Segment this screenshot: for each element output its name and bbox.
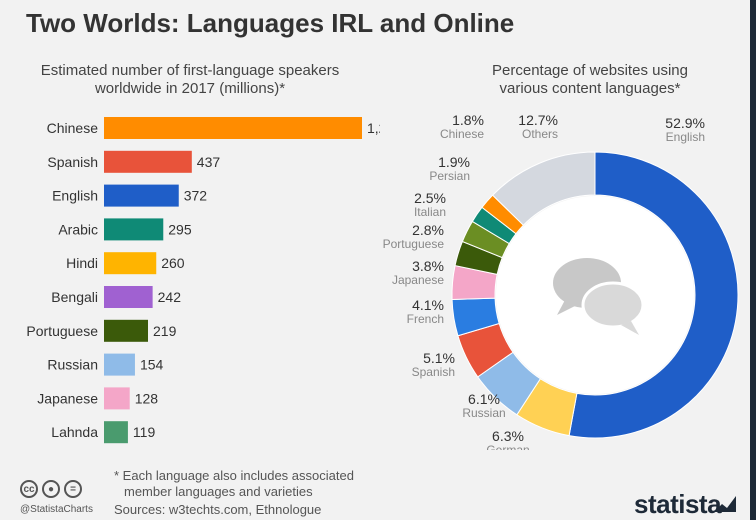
bar-value-label: 242 xyxy=(158,289,182,305)
page-title: Two Worlds: Languages IRL and Online xyxy=(26,8,515,38)
sources: Sources: w3techts.com, Ethnologue xyxy=(114,502,322,517)
bar xyxy=(104,218,164,241)
slice-value-label: 3.8% xyxy=(412,258,444,274)
bar-chart-subtitle: Estimated number of first-language speak… xyxy=(20,62,360,98)
bar-category-label: Chinese xyxy=(47,120,99,136)
statista-logo: statista xyxy=(634,489,722,519)
bar-value-label: 260 xyxy=(161,255,185,271)
slice-name-label: Japanese xyxy=(392,273,444,287)
bar xyxy=(104,117,362,139)
by-icon: ● xyxy=(42,480,60,498)
slice-value-label: 1.8% xyxy=(452,112,484,128)
bar-category-label: Japanese xyxy=(37,390,98,406)
slice-name-label: Russian xyxy=(462,406,505,420)
bar-category-label: Lahnda xyxy=(51,424,98,440)
slice-value-label: 4.1% xyxy=(412,297,444,313)
bar-category-label: Spanish xyxy=(47,154,98,170)
twitter-handle: @StatistaCharts xyxy=(20,504,93,515)
bar-subtitle-line-2: worldwide in 2017 (millions)* xyxy=(94,80,286,97)
bar-value-label: 437 xyxy=(197,154,221,170)
slice-name-label: Chinese xyxy=(440,127,484,141)
slice-name-label: Others xyxy=(522,127,558,141)
slice-name-label: French xyxy=(407,312,444,326)
bar xyxy=(104,150,192,173)
nd-icon: = xyxy=(64,480,82,498)
slice-value-label: 1.9% xyxy=(438,154,470,170)
bar-value-label: 372 xyxy=(184,188,208,204)
donut-slice xyxy=(491,151,596,226)
slice-name-label: Spanish xyxy=(412,365,455,379)
bar-value-label: 219 xyxy=(153,323,177,339)
bar xyxy=(104,421,128,444)
slice-name-label: Persian xyxy=(429,169,470,183)
bar xyxy=(104,184,179,207)
bar xyxy=(104,319,149,342)
slice-value-label: 2.8% xyxy=(412,222,444,238)
bar-category-label: Hindi xyxy=(66,255,98,271)
slice-name-label: Portuguese xyxy=(383,237,445,251)
bar xyxy=(104,252,157,275)
slice-value-label: 6.3% xyxy=(492,428,524,444)
donut-subtitle-line-1: Percentage of websites using xyxy=(492,62,688,79)
bar-category-label: Bengali xyxy=(51,289,98,305)
bar-subtitle-line-1: Estimated number of first-language speak… xyxy=(40,62,340,79)
donut-chart-subtitle: Percentage of websites using various con… xyxy=(440,62,740,98)
bar-category-label: English xyxy=(52,188,98,204)
bar xyxy=(104,286,153,308)
bar-category-label: Arabic xyxy=(58,221,98,237)
bar xyxy=(104,387,130,410)
slice-value-label: 12.7% xyxy=(518,112,558,128)
bar xyxy=(104,353,135,376)
slice-name-label: Italian xyxy=(414,205,446,219)
donut-chart: 52.9%English 6.3%German 6.1%Russian 5.1%Spa… xyxy=(383,112,739,450)
slice-value-label: 2.5% xyxy=(414,190,446,206)
footnote-line-1: * Each language also includes associated xyxy=(114,468,354,483)
bar-value-label: 154 xyxy=(140,357,164,373)
footnote: * Each language also includes associated… xyxy=(114,468,374,500)
bar-value-label: 128 xyxy=(135,390,159,406)
slice-value-label: 5.1% xyxy=(423,350,455,366)
speech-bubbles-icon xyxy=(553,258,645,335)
bar-value-label: 119 xyxy=(133,424,156,440)
license-icons: cc ● = xyxy=(20,480,82,498)
bar-chart: Chinese 1,284 Spanish 437 English 372 Arabic 29… xyxy=(26,117,380,444)
donut-slice xyxy=(568,151,739,439)
slice-value-label: 6.1% xyxy=(468,391,500,407)
edge-stripe xyxy=(750,0,756,520)
slice-name-label: English xyxy=(666,130,705,144)
donut-subtitle-line-2: various content languages* xyxy=(499,80,681,97)
bar-value-label: 1,284 xyxy=(367,120,380,136)
statista-logo-icon xyxy=(714,496,736,512)
bar-category-label: Russian xyxy=(47,357,98,373)
bar-category-label: Portuguese xyxy=(26,323,98,339)
cc-icon: cc xyxy=(20,480,38,498)
slice-value-label: 52.9% xyxy=(665,115,705,131)
footnote-line-2: member languages and varieties xyxy=(124,484,313,499)
bar-value-label: 295 xyxy=(168,221,192,237)
slice-name-label: German xyxy=(486,443,529,450)
